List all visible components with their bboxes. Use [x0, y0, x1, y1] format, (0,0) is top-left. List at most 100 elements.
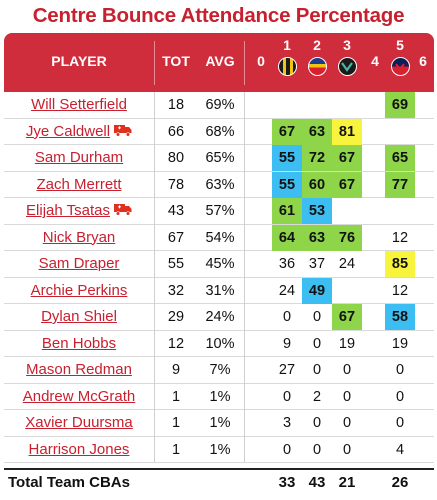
round-3-cell: 0	[342, 362, 352, 378]
table-row: Xavier Duursma 1 1% 3 0 0 0	[4, 410, 434, 437]
table-row: Ben Hobbs 12 10% 9 0 19 19	[4, 331, 434, 357]
round-5-cell: 58	[385, 304, 415, 330]
round-6-cell	[408, 384, 437, 410]
total-round-1: 33	[278, 474, 296, 491]
header-divider	[154, 41, 155, 85]
player-name-text: Mason Redman	[26, 361, 132, 378]
player-name-text: Will Setterfield	[31, 96, 127, 113]
round-1-cell: 67	[272, 118, 302, 145]
round-1-cell: 0	[282, 441, 292, 458]
round-2-cell: 37	[308, 256, 326, 272]
player-name-text: Xavier Duursma	[25, 414, 133, 431]
table-row: Andrew McGrath 1 1% 0 2 0 0	[4, 384, 437, 410]
tot-cell: 80	[167, 150, 185, 166]
player-name-text: Andrew McGrath	[22, 387, 136, 405]
round-5-cell: 0	[395, 362, 405, 378]
round-2-cell	[302, 92, 332, 118]
total-round-3: 21	[338, 474, 356, 491]
round-2-cell: 72	[302, 145, 332, 171]
table-row: Mason Redman 9 7% 27 0 0 0	[4, 357, 434, 384]
player-name-text: Sam Durham	[34, 149, 124, 166]
round-1-cell	[272, 92, 302, 118]
table-header: PLAYER TOT AVG 0 1 2 3 4 5 6	[4, 33, 434, 92]
injury-truck-icon	[113, 199, 132, 216]
player-name-link[interactable]: Ben Hobbs	[4, 331, 154, 357]
round-1-cell: 64	[272, 224, 302, 251]
round-1-cell: 36	[278, 256, 296, 272]
table-row: Nick Bryan 67 54% 64 63 76 12	[4, 224, 437, 251]
injury-truck-icon	[114, 120, 132, 137]
round-1-cell: 0	[282, 309, 292, 325]
player-name-text: Archie Perkins	[30, 281, 128, 299]
tot-cell: 1	[171, 441, 181, 458]
round-2-cell: 60	[302, 171, 332, 198]
player-name-link[interactable]: Sam Durham	[4, 145, 154, 171]
table-row: Elijah Tsatas 43 57% 61 53	[4, 198, 434, 225]
round-6-cell	[408, 304, 437, 330]
player-name-link[interactable]: Harrison Jones	[4, 437, 154, 463]
round-5-cell: 12	[391, 229, 409, 246]
header-divider	[244, 41, 245, 85]
round-2-cell: 2	[312, 388, 322, 405]
round-6-cell	[408, 92, 437, 118]
richmond-badge-icon	[278, 57, 297, 76]
round-6-cell	[408, 278, 437, 304]
round-2-cell: 49	[302, 277, 332, 304]
round-6-cell	[408, 251, 437, 277]
player-name-text: Elijah Tsatas	[26, 202, 110, 219]
round-2-cell: 0	[312, 362, 322, 378]
player-name-text: Harrison Jones	[28, 440, 130, 458]
table-row: Sam Durham 80 65% 55 72 67 65	[4, 145, 434, 172]
avg-cell: 57%	[205, 203, 235, 219]
player-name-link[interactable]: Mason Redman	[4, 357, 154, 383]
round-2-cell: 0	[312, 441, 322, 458]
avg-cell: 69%	[205, 97, 235, 113]
avg-cell: 68%	[205, 123, 235, 140]
round-6-cell	[408, 198, 437, 224]
round-3-cell: 81	[332, 118, 362, 145]
player-name-text: Dylan Shiel	[41, 308, 117, 325]
round-2-cell: 0	[312, 415, 322, 431]
round-3-cell: 19	[338, 335, 356, 352]
player-name-link[interactable]: Will Setterfield	[4, 92, 154, 118]
total-round-2: 43	[308, 474, 326, 491]
round-3-cell: 67	[332, 304, 362, 330]
player-name-text: Ben Hobbs	[41, 334, 117, 352]
avg-cell: 31%	[205, 282, 235, 299]
column-divider	[244, 92, 245, 462]
avg-cell: 63%	[205, 176, 235, 193]
player-name-link[interactable]: Elijah Tsatas	[4, 198, 154, 224]
round-2-cell: 0	[312, 335, 322, 352]
round-1-cell: 9	[282, 335, 292, 352]
round-3-cell: 67	[332, 145, 362, 171]
round-5-header: 5	[396, 37, 404, 53]
collingwood-badge-icon	[338, 57, 357, 76]
round-4-header: 4	[371, 53, 379, 69]
player-name-link[interactable]: Dylan Shiel	[4, 304, 154, 330]
player-name-link[interactable]: Jye Caldwell	[4, 119, 154, 145]
player-name-link[interactable]: Andrew McGrath	[4, 384, 154, 410]
tot-cell: 1	[171, 388, 181, 405]
round-3-cell: 24	[338, 256, 356, 272]
player-name-link[interactable]: Nick Bryan	[4, 225, 154, 251]
total-label: Total Team CBAs	[8, 474, 130, 491]
round-3-cell: 0	[342, 388, 352, 405]
tot-cell: 18	[167, 97, 185, 113]
player-name-link[interactable]: Zach Merrett	[4, 172, 154, 198]
table-row: Archie Perkins 32 31% 24 49 12	[4, 277, 437, 304]
player-name-link[interactable]: Xavier Duursma	[4, 410, 154, 436]
round-1-cell: 55	[272, 145, 302, 171]
tot-cell: 9	[171, 362, 181, 378]
total-row: Total Team CBAs 33 43 21 26	[4, 468, 434, 496]
tot-cell: 55	[167, 256, 185, 272]
round-6-cell	[408, 437, 437, 463]
round-6-cell	[408, 225, 437, 251]
tot-cell: 29	[167, 309, 185, 325]
round-5-cell: 65	[385, 145, 415, 171]
round-6-cell	[408, 145, 437, 171]
player-name-text: Sam Draper	[38, 255, 120, 272]
player-name-link[interactable]: Archie Perkins	[4, 278, 154, 304]
round-1-cell: 24	[278, 282, 296, 299]
column-divider	[154, 92, 155, 462]
player-name-link[interactable]: Sam Draper	[4, 251, 154, 277]
